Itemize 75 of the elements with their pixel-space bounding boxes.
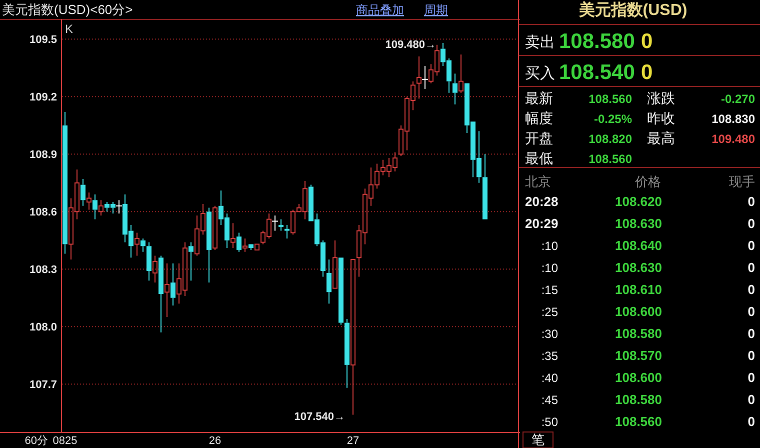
text: 20:28 (525, 194, 558, 209)
y-tick-label: 109.5 (29, 34, 57, 46)
text: 周期 (424, 3, 448, 17)
text: 108.640 (615, 238, 662, 253)
text: 0 (748, 304, 755, 319)
text: 108.560 (588, 152, 632, 166)
text: 现手 (729, 174, 755, 189)
text: 20:29 (525, 216, 558, 231)
text: 最低 (525, 150, 553, 166)
text: 商品叠加 (356, 3, 404, 17)
text: 笔 (532, 432, 544, 447)
text: 108.570 (615, 348, 662, 363)
x-tick-label: 0825 (52, 435, 78, 447)
text: 0 (748, 260, 755, 275)
text: 108.600 (615, 370, 662, 385)
text: 108.830 (712, 112, 756, 126)
text: 108.580 (615, 326, 662, 341)
text: :10 (541, 239, 558, 253)
text: 108.580 (559, 30, 635, 53)
y-tick-label: 109.2 (29, 92, 57, 104)
text: 0 (641, 30, 653, 53)
text: 108.620 (615, 194, 662, 209)
text: 0 (748, 326, 755, 341)
text: 0 (748, 282, 755, 297)
text: 买入 (525, 65, 555, 82)
text: 价格 (634, 174, 661, 189)
x-tick-label: 27 (346, 435, 360, 447)
text: -0.270 (720, 92, 756, 106)
text: 0 (641, 61, 653, 84)
text: 108.630 (615, 216, 662, 231)
text: 108.540 (559, 61, 635, 84)
text: :50 (541, 415, 558, 429)
text: :25 (541, 305, 558, 319)
text: :10 (541, 261, 558, 275)
text: 最新 (525, 90, 553, 106)
text: 108.560 (588, 92, 632, 106)
text: 0 (748, 194, 755, 209)
text: :30 (541, 327, 558, 341)
annotation: 107.540→ (294, 411, 345, 423)
y-tick-label: 108.3 (29, 264, 57, 276)
text: 108.630 (615, 260, 662, 275)
text: :45 (541, 393, 558, 407)
text: 北京 (525, 174, 551, 189)
text: 108.600 (615, 304, 662, 319)
text: 涨跌 (647, 90, 675, 106)
text: 0 (748, 216, 755, 231)
y-tick-label: 108.6 (29, 206, 57, 219)
text: 0 (748, 392, 755, 407)
text: 幅度 (525, 110, 553, 126)
annotation: K (65, 22, 74, 36)
text: 昨收 (647, 110, 675, 126)
text: 0 (748, 414, 755, 429)
text: :40 (541, 371, 558, 385)
text: :15 (541, 283, 558, 297)
text: 卖出 (525, 34, 555, 51)
annotation: 109.480→ (385, 39, 436, 51)
x-axis-title: 60分 (24, 435, 48, 447)
text: 108.610 (615, 282, 662, 297)
text: 108.580 (615, 392, 662, 407)
text: 0 (748, 348, 755, 363)
text: 开盘 (525, 130, 553, 146)
y-tick-label: 108.0 (29, 322, 57, 334)
text: 108.820 (588, 132, 632, 146)
text: 0 (748, 238, 755, 253)
text: 108.560 (615, 414, 662, 429)
text: -0.25% (594, 112, 632, 126)
text: 0 (748, 370, 755, 385)
text: :35 (541, 349, 558, 363)
y-tick-label: 108.9 (29, 149, 57, 162)
chart-title: 美元指数(USD)<60分> (2, 2, 133, 17)
text: 109.480 (712, 132, 756, 146)
text: 最高 (647, 130, 675, 146)
x-tick-label: 26 (208, 435, 222, 447)
text: 美元指数(USD) (578, 0, 688, 19)
y-tick-label: 107.7 (29, 379, 57, 392)
